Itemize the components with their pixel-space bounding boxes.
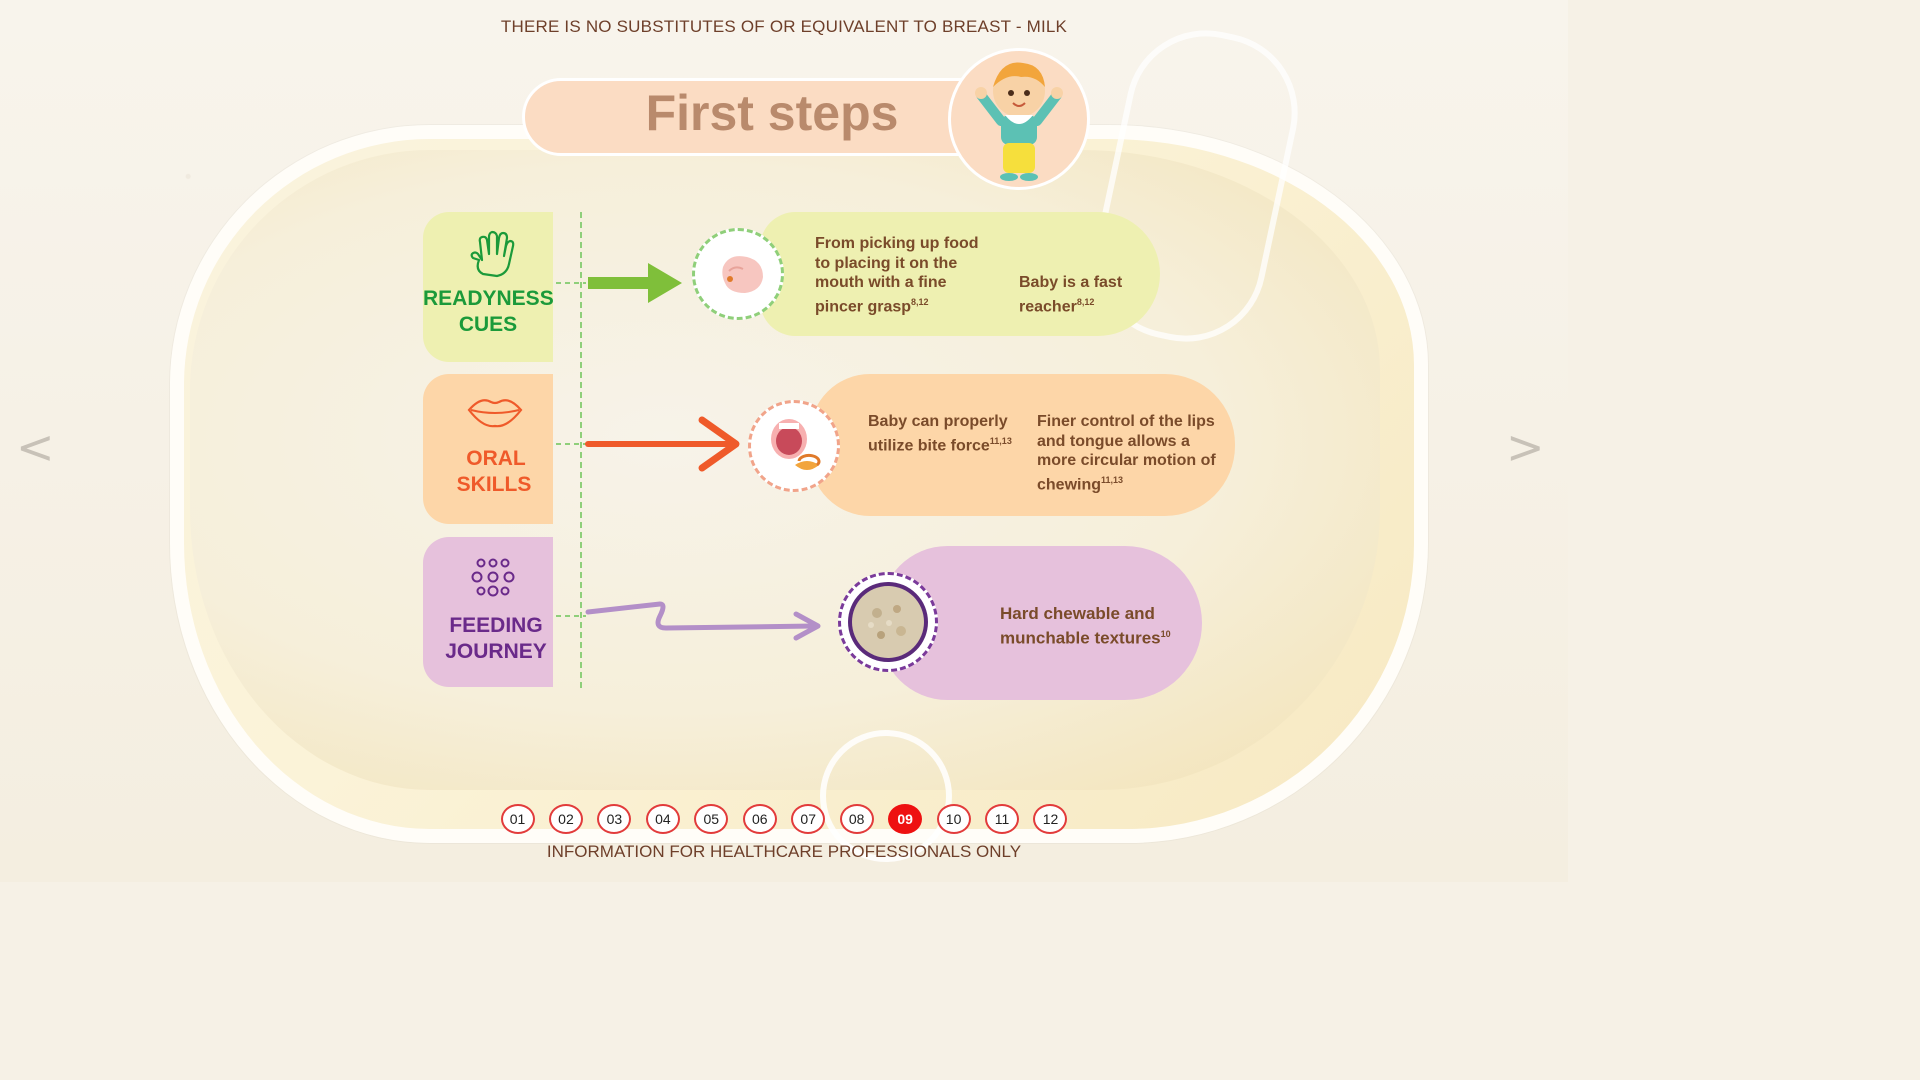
page-title: First steps <box>645 85 899 141</box>
card-text-fine-pincer: From picking up food to placing it on th… <box>815 235 979 315</box>
tab-feeding-journey[interactable]: FEEDING JOURNEY <box>423 537 553 687</box>
green-arrow-icon <box>556 263 682 303</box>
baby-icon <box>975 62 1063 181</box>
card-text-fast-reacher: Baby is a fast reacher8,12 <box>1019 274 1123 315</box>
page-navigation: 01 02 03 04 05 06 07 08 09 10 11 12 <box>0 804 1568 834</box>
baby-fist-icon <box>722 256 763 293</box>
page-button-08[interactable]: 08 <box>839 804 874 834</box>
lips-icon <box>467 399 523 428</box>
top-notice: THERE IS NO SUBSTITUTES OF OR EQUIVALENT… <box>500 17 1068 36</box>
tab-label-line1: READYNESS <box>423 287 554 310</box>
orange-arrow-icon <box>556 416 740 472</box>
page-button-02[interactable]: 02 <box>548 804 583 834</box>
decorative-swirl-bottom <box>820 730 952 862</box>
purple-arrow-icon <box>556 601 821 641</box>
hand-icon <box>470 230 515 278</box>
card-text-bite-force: Baby can properly utilize bite force11,1… <box>868 413 1012 454</box>
tab-label-line1: ORAL <box>466 447 526 470</box>
tab-label-line1: FEEDING <box>449 614 543 637</box>
open-mouth-circle <box>748 400 840 492</box>
page-button-09[interactable]: 09 <box>888 804 923 834</box>
tab-readyness-cues[interactable]: READYNESS CUES <box>423 212 554 362</box>
page-button-10[interactable]: 10 <box>936 804 971 834</box>
open-mouth-icon <box>771 419 821 470</box>
tab-oral-skills[interactable]: ORAL SKILLS <box>423 374 553 524</box>
card-readyness-cues <box>760 212 1160 336</box>
card-text-lips-tongue: Finer control of the lips and tongue all… <box>1037 413 1216 493</box>
page-button-05[interactable]: 05 <box>694 804 729 834</box>
oat-cereal-icon <box>848 582 928 662</box>
baby-illustration <box>948 48 1090 190</box>
tab-label-line2: CUES <box>458 313 518 336</box>
page-button-06[interactable]: 06 <box>742 804 777 834</box>
card-text-hard-textures: Hard chewable and munchable textures10 <box>1000 604 1171 648</box>
baby-fist-circle <box>692 228 784 320</box>
dots-cluster-icon <box>471 558 515 597</box>
page-button-03[interactable]: 03 <box>597 804 632 834</box>
timeline-divider <box>580 212 582 688</box>
page-button-12[interactable]: 12 <box>1033 804 1068 834</box>
card-oral-skills <box>810 374 1235 516</box>
oat-cereal-circle <box>838 572 938 672</box>
page-button-01[interactable]: 01 <box>500 804 535 834</box>
prev-slide-button[interactable]: < <box>16 420 55 474</box>
page-button-04[interactable]: 04 <box>645 804 680 834</box>
tab-label-line2: SKILLS <box>456 473 532 496</box>
footer-notice: INFORMATION FOR HEALTHCARE PROFESSIONALS… <box>546 842 1022 861</box>
next-slide-button[interactable]: > <box>1506 420 1545 474</box>
title-pill <box>522 78 998 156</box>
page-button-07[interactable]: 07 <box>791 804 826 834</box>
page-button-11[interactable]: 11 <box>985 804 1020 834</box>
tab-label-line2: JOURNEY <box>445 640 547 663</box>
